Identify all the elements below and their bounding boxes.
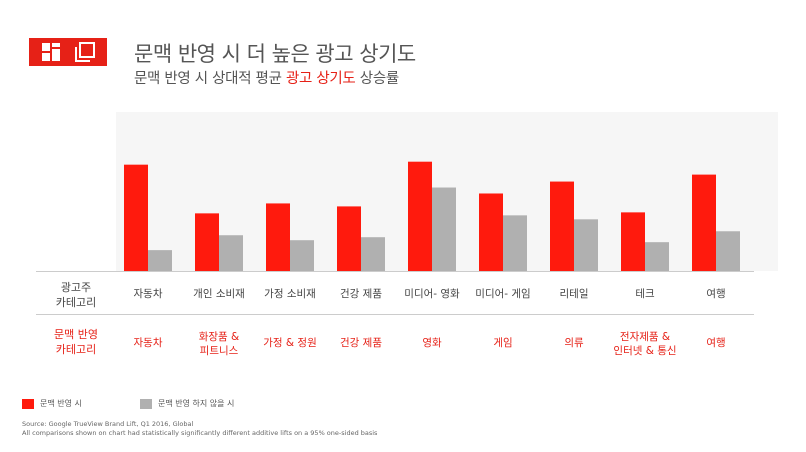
bar-context-3 [337, 206, 361, 271]
subtitle-suffix: 상승률 [355, 71, 399, 87]
bar-no-context-8 [716, 231, 740, 271]
row-label-line: 광고주 [60, 281, 92, 294]
context-category-line: 여행 [706, 337, 726, 349]
row-label-ad-category: 광고주 카테고리 [36, 280, 116, 310]
bar-no-context-4 [432, 187, 456, 271]
bar-no-context-0 [148, 250, 172, 271]
divider-middle [36, 314, 754, 315]
context-category-line: 전자제품 & [619, 331, 671, 343]
category-label: 리테일 [559, 288, 589, 300]
page-subtitle: 문맥 반영 시 상대적 평균 광고 상기도 상승률 [134, 67, 399, 88]
grid-icon [42, 43, 60, 61]
bar-context-0 [124, 164, 148, 271]
context-category-line: 영화 [422, 337, 442, 349]
category-label: 테크 [635, 288, 655, 300]
context-category-label: 화장품 & 피트니스 [179, 330, 259, 358]
row-label-line: 문맥 반영 [54, 328, 98, 341]
bar-context-5 [479, 193, 503, 271]
context-category-line: 게임 [493, 337, 513, 349]
source-line: All comparisons shown on chart had stati… [22, 429, 378, 437]
row-label-context-category: 문맥 반영 카테고리 [36, 327, 116, 357]
legend-label-no-context: 문맥 반영 하지 않을 시 [158, 399, 235, 408]
subtitle-highlight: 광고 상기도 [285, 71, 356, 87]
context-category-line: 건강 제품 [340, 337, 382, 349]
context-category-label: 자동차 [108, 336, 188, 350]
context-category-line: 의류 [564, 337, 584, 349]
category-label: 가정 소비재 [264, 288, 316, 300]
category-label: 미디어- 영화 [404, 288, 460, 300]
bar-no-context-5 [503, 215, 527, 271]
context-category-line: 가정 & 정원 [263, 337, 317, 349]
source-note: Source: Google TrueView Brand Lift, Q1 2… [22, 420, 377, 438]
context-category-line: 화장품 & [198, 331, 240, 343]
bar-no-context-1 [219, 235, 243, 271]
bar-no-context-6 [574, 219, 598, 271]
bar-context-8 [692, 174, 716, 271]
context-category-label: 여행 [676, 336, 756, 350]
context-category-label: 건강 제품 [321, 336, 401, 350]
legend-item-context: 문맥 반영 시 [22, 398, 82, 409]
logo [29, 38, 107, 66]
bar-context-2 [266, 203, 290, 271]
legend-label-context: 문맥 반영 시 [40, 399, 82, 408]
category-label: 여행 [706, 288, 726, 300]
bar-context-1 [195, 213, 219, 271]
bar-no-context-7 [645, 242, 669, 271]
legend-swatch-no-context [140, 398, 152, 409]
row-label-line: 카테고리 [55, 296, 97, 309]
context-category-label: 가정 & 정원 [250, 336, 330, 350]
context-category-line: 자동차 [133, 337, 163, 349]
context-category-line: 인터넷 & 통신 [613, 345, 677, 357]
bar-context-7 [621, 212, 645, 271]
category-label: 미디어- 게임 [475, 288, 531, 300]
source-line: Source: Google TrueView Brand Lift, Q1 2… [22, 420, 194, 428]
context-category-label: 의류 [534, 336, 614, 350]
context-category-label: 영화 [392, 336, 472, 350]
divider-top [36, 271, 754, 272]
bar-context-6 [550, 181, 574, 271]
context-category-label: 전자제품 & 인터넷 & 통신 [605, 330, 685, 358]
bar-context-4 [408, 161, 432, 271]
subtitle-prefix: 문맥 반영 시 상대적 평균 [134, 71, 286, 87]
legend-item-no-context: 문맥 반영 하지 않을 시 [140, 398, 234, 409]
category-label: 개인 소비재 [193, 288, 245, 300]
row-label-line: 카테고리 [55, 343, 97, 356]
category-label: 자동차 [133, 288, 163, 300]
bar-no-context-3 [361, 237, 385, 271]
legend-swatch-context [22, 398, 34, 409]
copy-icon [75, 42, 95, 62]
category-label: 건강 제품 [340, 288, 382, 300]
context-category-line: 피트니스 [199, 345, 239, 357]
page-title: 문맥 반영 시 더 높은 광고 상기도 [134, 42, 416, 66]
bar-no-context-2 [290, 240, 314, 271]
context-category-label: 게임 [463, 336, 543, 350]
